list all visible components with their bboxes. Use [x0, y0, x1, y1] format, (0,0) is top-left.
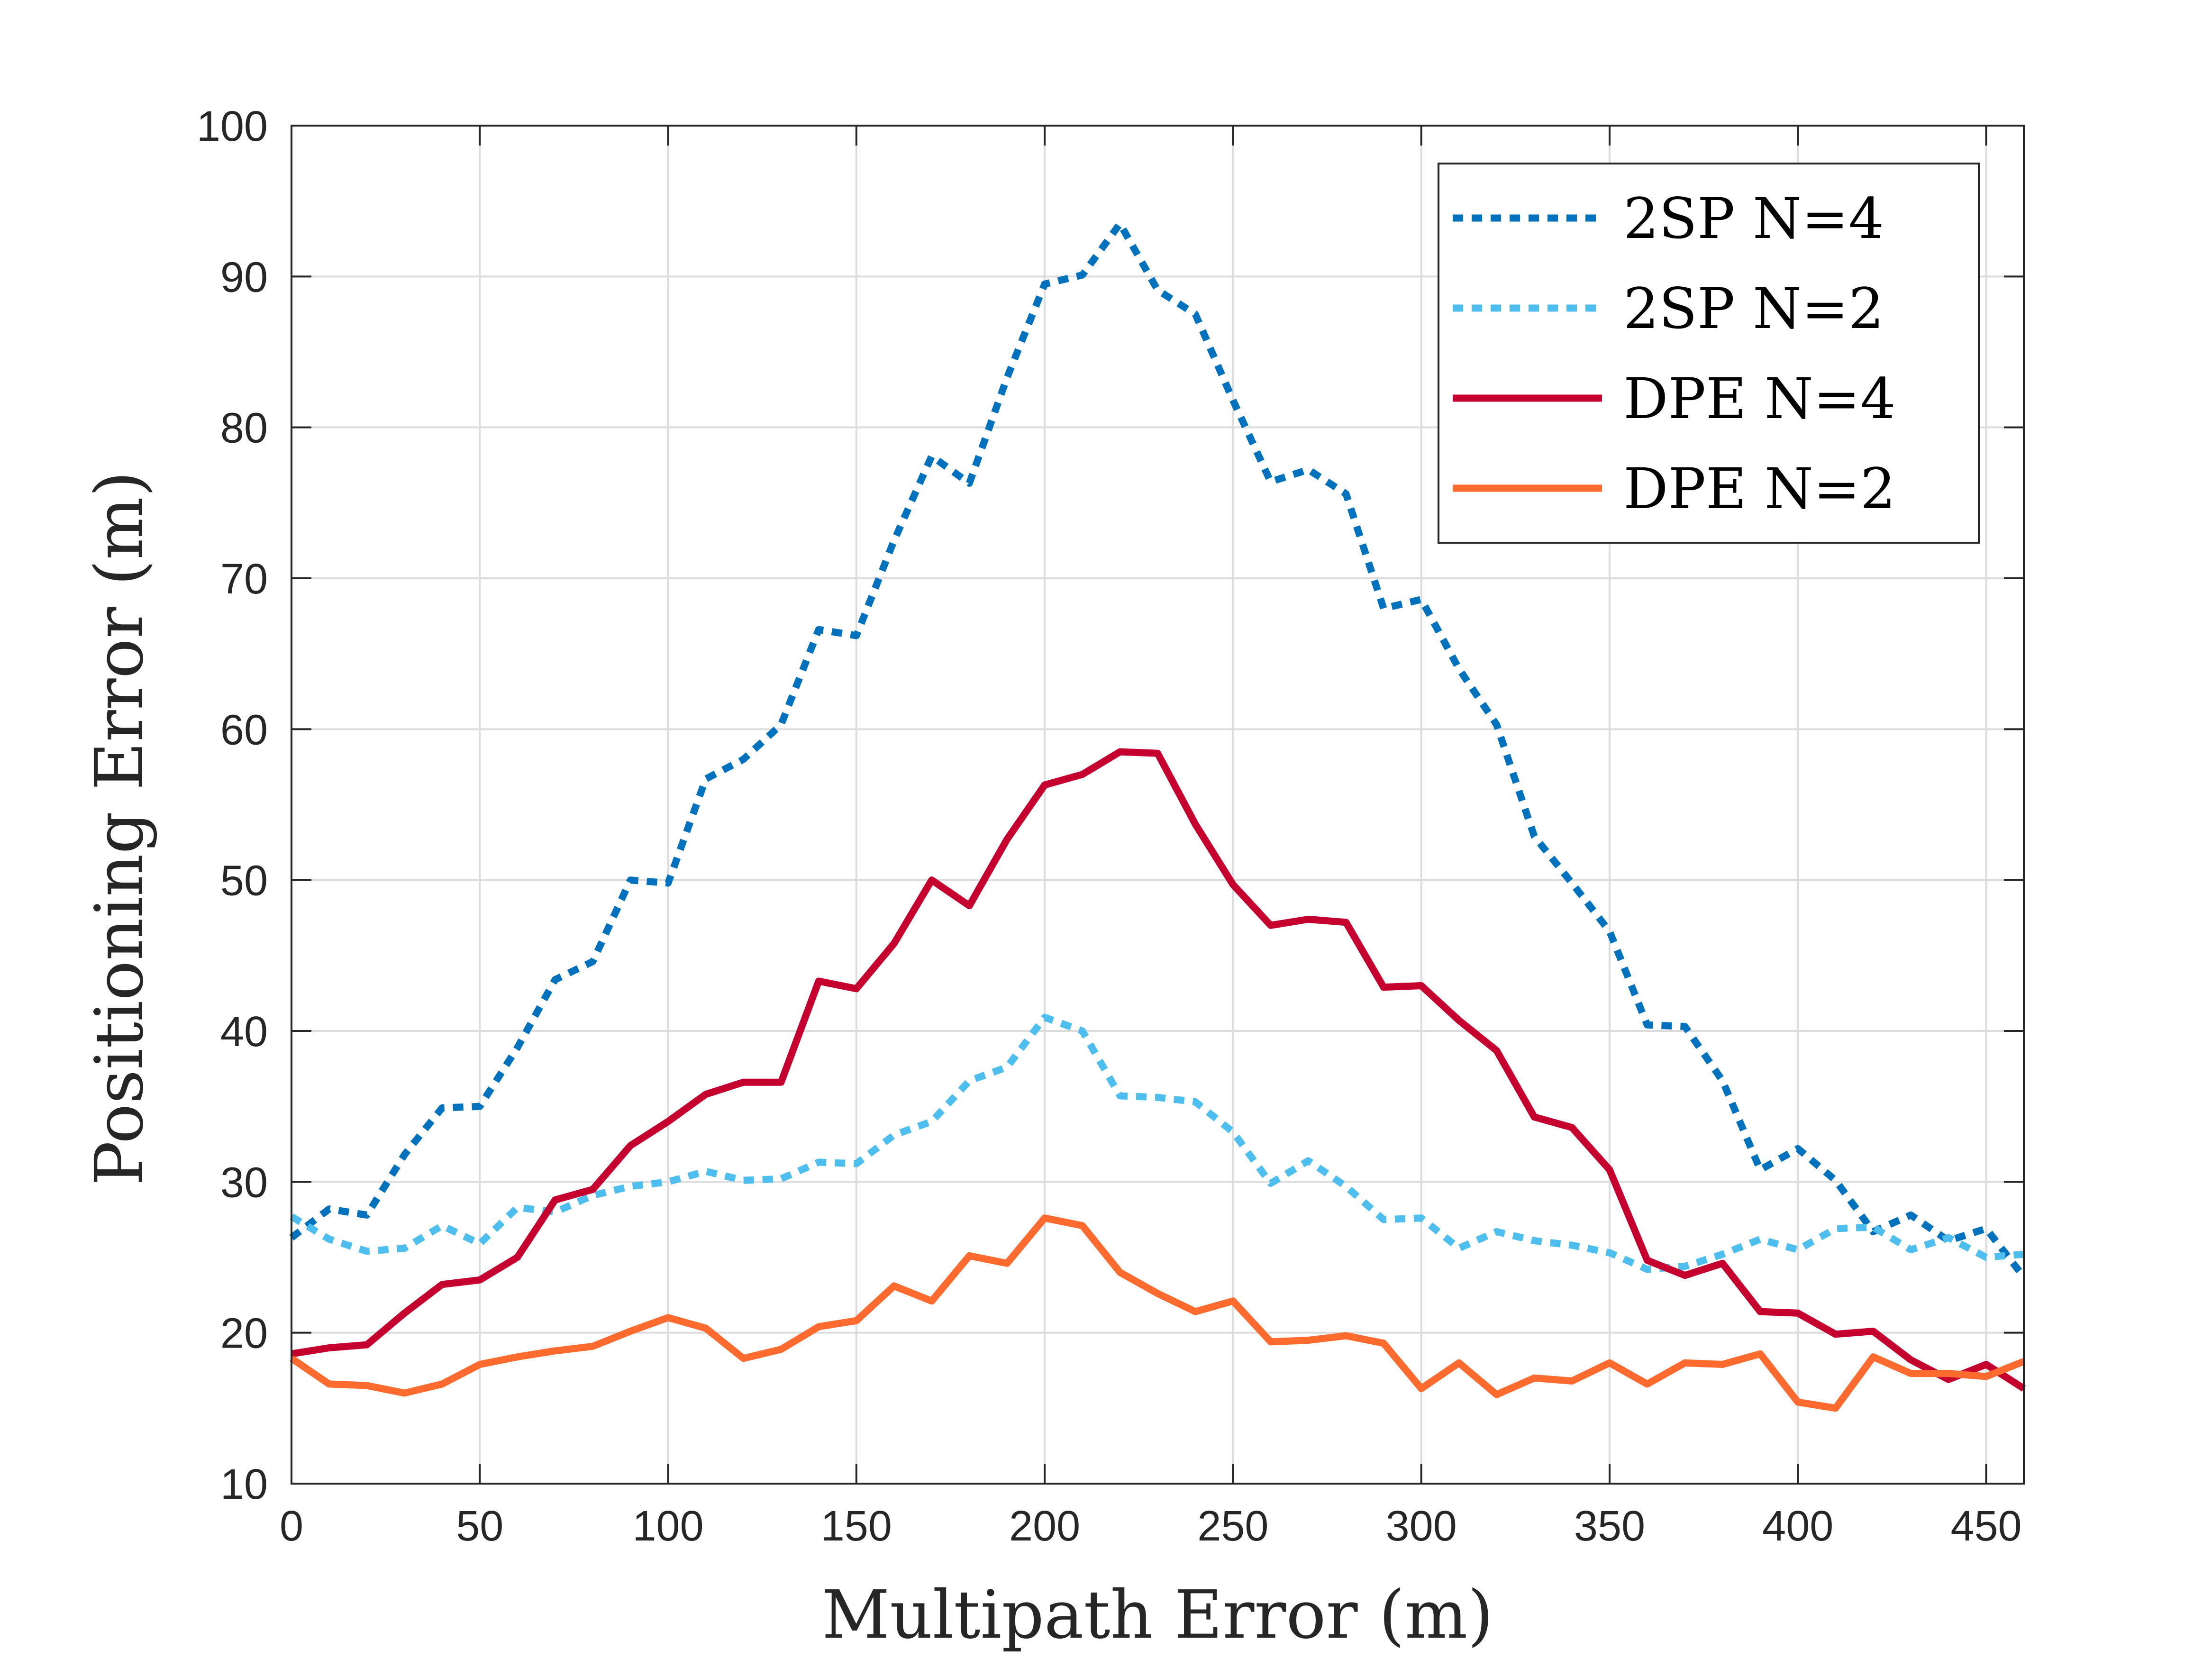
series-line-dpe-n-2: [289, 1214, 2025, 1412]
x-tick-label: 350: [1574, 1503, 1645, 1550]
x-tick-label: 100: [632, 1503, 703, 1550]
legend: 2SP N=4 2SP N=2 DPE N=4 DPE N=2: [1438, 163, 1980, 544]
x-tick-label: 200: [1009, 1503, 1080, 1550]
x-tick-label: 0: [280, 1503, 303, 1550]
y-tick-label: 20: [220, 1310, 268, 1358]
legend-label: DPE N=2: [1623, 456, 1896, 521]
x-tick-label: 450: [1950, 1503, 2021, 1550]
legend-label: 2SP N=4: [1623, 186, 1884, 251]
x-tick-label: 150: [821, 1503, 892, 1550]
plot-frame: [291, 125, 2025, 1485]
y-tick-label: 30: [220, 1159, 268, 1206]
series-lines: [289, 220, 2027, 1412]
x-tick-label: 300: [1386, 1503, 1457, 1550]
axis-ticks: [291, 125, 2024, 1485]
y-tick-label: 10: [220, 1461, 268, 1508]
y-tick-label: 40: [220, 1008, 268, 1056]
x-axis-title: Multipath Error (m): [822, 1577, 1493, 1654]
series-line-2sp-n-2: [290, 1013, 2024, 1273]
legend-label: 2SP N=2: [1623, 276, 1884, 341]
y-tick-label: 80: [220, 405, 268, 452]
y-tick-label: 50: [220, 857, 268, 905]
x-tick-label: 50: [456, 1503, 503, 1550]
y-tick-label: 60: [220, 706, 268, 754]
y-axis-title: Positioning Error (m): [81, 471, 158, 1186]
tick-labels: 0 50 100 150 200 250 300 350 400 450 10 20 30 40 50 60 7…: [197, 103, 2022, 1550]
legend-box: [1438, 163, 1980, 544]
x-tick-label: 250: [1197, 1503, 1268, 1550]
series-line-dpe-n-4: [291, 748, 2026, 1392]
y-tick-label: 90: [220, 254, 268, 301]
legend-label: DPE N=4: [1623, 366, 1896, 431]
y-tick-label: 70: [220, 556, 268, 603]
series-line-2sp-n-4: [289, 220, 2027, 1279]
x-tick-label: 400: [1762, 1503, 1833, 1550]
y-tick-label: 100: [197, 103, 268, 150]
